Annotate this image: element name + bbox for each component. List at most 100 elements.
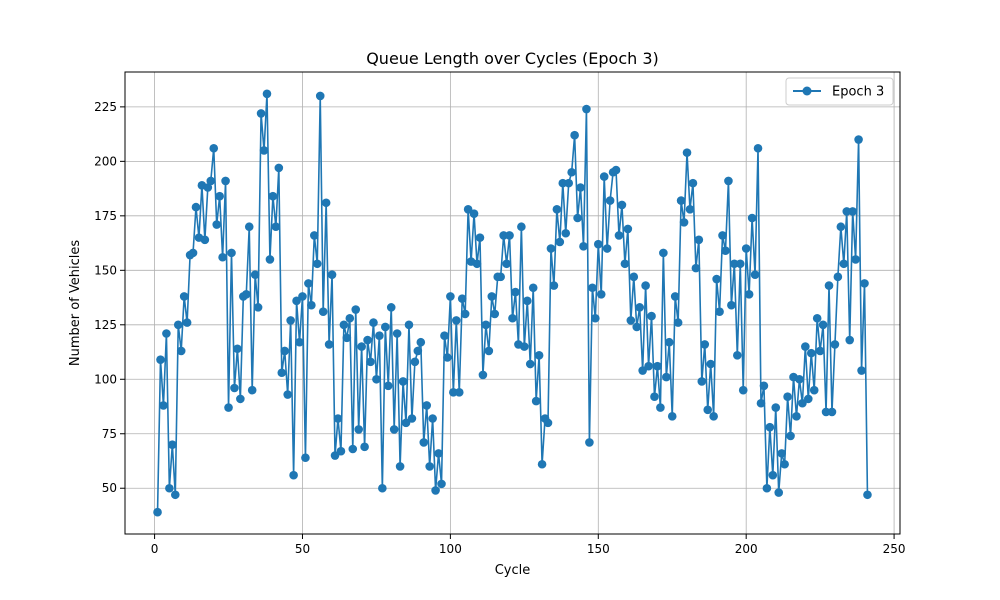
data-point [233, 344, 242, 354]
data-point [378, 483, 387, 493]
data-point [304, 279, 313, 288]
data-point [215, 191, 224, 201]
data-point [815, 346, 825, 356]
data-point [496, 272, 505, 282]
data-point [502, 259, 511, 269]
data-point [830, 340, 840, 349]
data-point [292, 296, 301, 306]
data-point [283, 390, 292, 399]
data-point [165, 483, 174, 493]
data-point [673, 318, 683, 327]
chart-title: Queue Length over Cycles (Epoch 3) [366, 49, 659, 68]
x-axis-ticks: 0 50 100 150 200 250 [151, 534, 906, 556]
data-point [768, 470, 778, 480]
data-point [792, 412, 801, 421]
data-point [241, 289, 251, 299]
data-point [336, 446, 346, 456]
legend-box [785, 77, 894, 106]
data-point [750, 270, 760, 279]
data-point [635, 303, 644, 312]
data-point [386, 303, 396, 312]
y-tick-label: 100 [94, 372, 117, 386]
data-point [487, 292, 497, 301]
data-point [783, 392, 792, 402]
data-point [670, 292, 680, 301]
data-point [295, 337, 304, 347]
data-point [697, 377, 707, 386]
data-point [650, 392, 659, 402]
data-point [372, 374, 381, 384]
data-point [824, 281, 834, 290]
data-point [676, 196, 686, 205]
data-point [682, 148, 692, 157]
y-tick-label: 75 [102, 427, 117, 441]
grid-lines [125, 72, 900, 534]
y-tick-label: 200 [94, 154, 117, 168]
data-point [209, 143, 219, 153]
data-point [218, 252, 227, 262]
data-point [419, 438, 429, 447]
data-point [525, 359, 535, 369]
data-point [188, 248, 198, 258]
data-point [307, 300, 316, 310]
data-point [469, 209, 479, 218]
data-point [570, 130, 579, 140]
data-point [727, 300, 736, 310]
data-point [617, 200, 627, 210]
data-point [369, 318, 378, 327]
y-axis-ticks: 50 75 100 125 150 175 200 225 [94, 100, 125, 495]
x-tick-label: 50 [295, 542, 310, 556]
data-point [582, 104, 591, 114]
data-point [759, 381, 769, 391]
data-point [596, 289, 606, 299]
data-point [833, 272, 843, 282]
data-point [857, 366, 866, 375]
series-line-epoch-3 [156, 92, 869, 513]
data-point [860, 279, 869, 288]
y-tick-label: 175 [94, 209, 117, 223]
data-point [555, 237, 565, 247]
data-point [738, 385, 748, 395]
data-point [395, 462, 405, 471]
data-point [786, 431, 795, 441]
data-point [602, 244, 612, 253]
data-point [422, 401, 432, 410]
data-point [366, 357, 375, 367]
data-point [804, 394, 813, 404]
data-point [662, 372, 671, 382]
data-point [700, 340, 710, 349]
data-point [839, 259, 849, 269]
data-point [327, 270, 337, 279]
data-point [312, 259, 322, 269]
data-point [457, 294, 467, 303]
data-point [478, 370, 488, 380]
data-point [827, 407, 837, 417]
data-point [256, 109, 266, 118]
data-point [528, 283, 538, 293]
data-point [310, 231, 319, 240]
data-point [653, 361, 662, 371]
legend-entry-epoch-3: Epoch 3 [832, 85, 884, 100]
data-point [806, 348, 816, 358]
data-point [735, 259, 745, 269]
data-point [321, 198, 331, 208]
data-point [579, 242, 588, 251]
data-point [771, 403, 781, 412]
data-point [472, 259, 482, 269]
data-point [611, 165, 621, 175]
data-point [277, 368, 287, 378]
data-point [253, 303, 263, 312]
data-point [679, 218, 689, 227]
data-point [398, 377, 408, 386]
series-group [153, 89, 872, 517]
data-point [298, 292, 307, 301]
data-point [520, 342, 529, 351]
data-point [573, 213, 582, 223]
data-point [576, 183, 585, 192]
data-point [845, 335, 855, 345]
data-point [330, 451, 340, 460]
y-axis-label: Number of Vehicles [68, 240, 83, 367]
data-point [620, 259, 630, 269]
data-point [274, 163, 284, 173]
data-point [443, 353, 452, 362]
